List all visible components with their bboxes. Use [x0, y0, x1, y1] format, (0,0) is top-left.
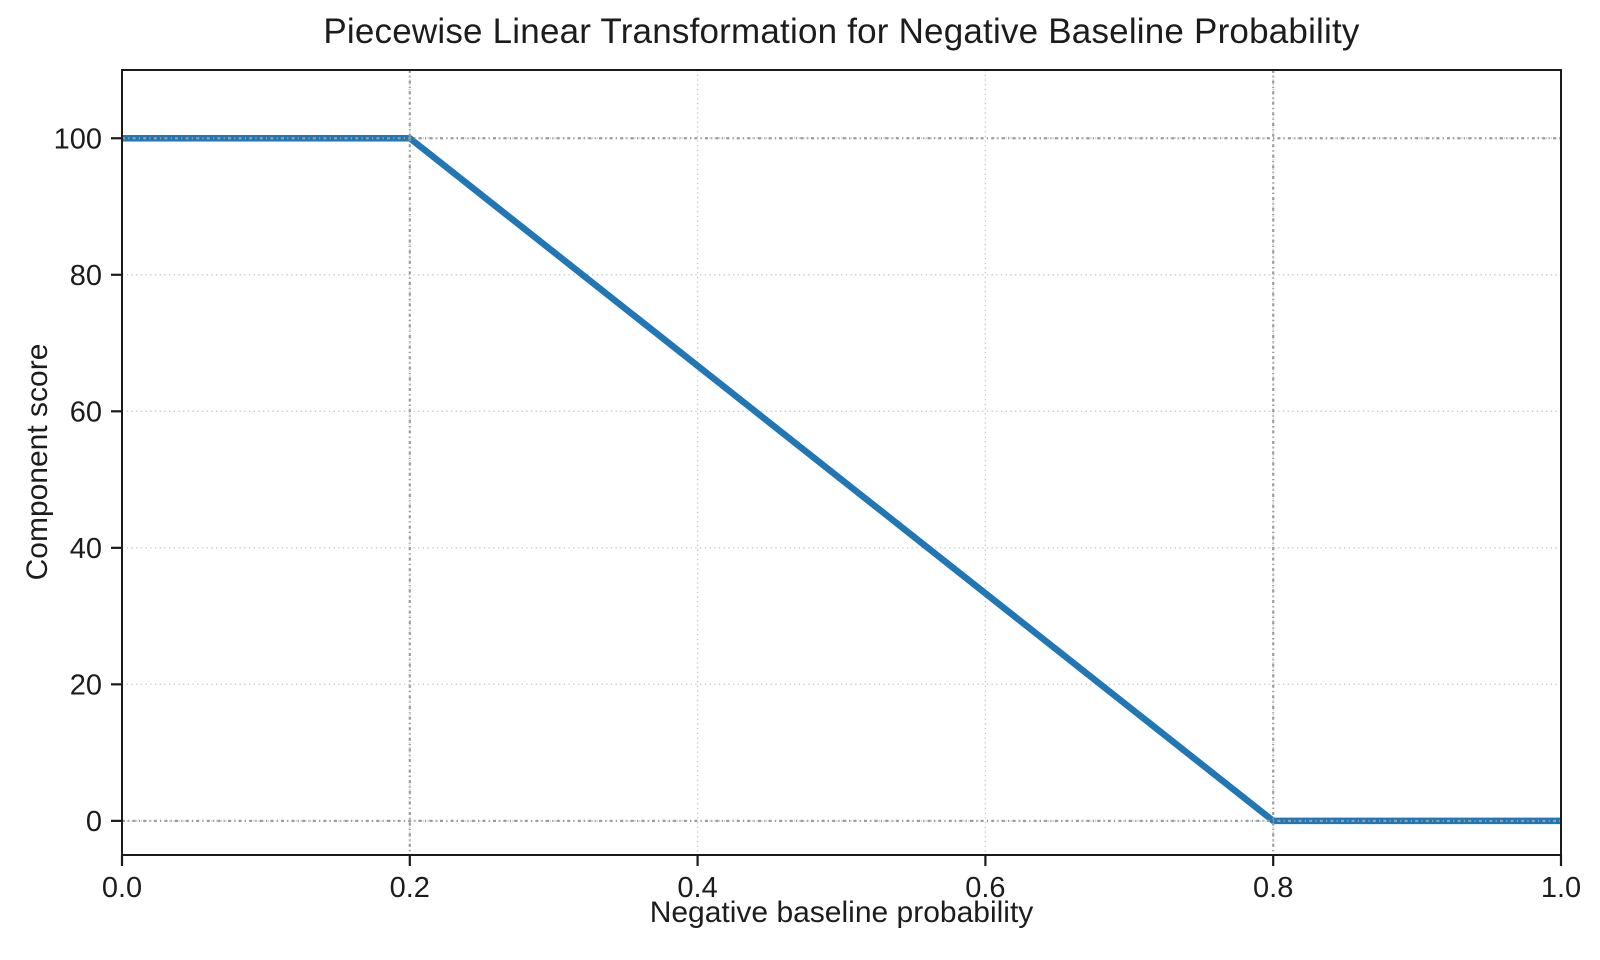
- y-tick-label: 20: [70, 669, 102, 701]
- x-tick-label: 1.0: [1541, 872, 1581, 904]
- x-tick-label: 0.8: [1253, 872, 1293, 904]
- axes-spines: [121, 69, 1562, 856]
- y-axis-label: Component score: [21, 343, 54, 581]
- y-tick-label: 40: [70, 533, 102, 565]
- series-line: [122, 135, 1561, 825]
- y-tick-label: 80: [70, 260, 102, 292]
- chart-title: Piecewise Linear Transformation for Nega…: [323, 12, 1360, 51]
- y-tick-label: 0: [86, 806, 102, 838]
- x-tick-label: 0.6: [965, 872, 1005, 904]
- y-tick-label: 60: [70, 396, 102, 428]
- x-tick-label: 0.4: [677, 872, 717, 904]
- y-tick-label: 100: [54, 123, 102, 155]
- x-tick-label: 0.0: [102, 872, 142, 904]
- x-axis-label: Negative baseline probability: [649, 896, 1034, 929]
- x-tick-label: 0.2: [390, 872, 430, 904]
